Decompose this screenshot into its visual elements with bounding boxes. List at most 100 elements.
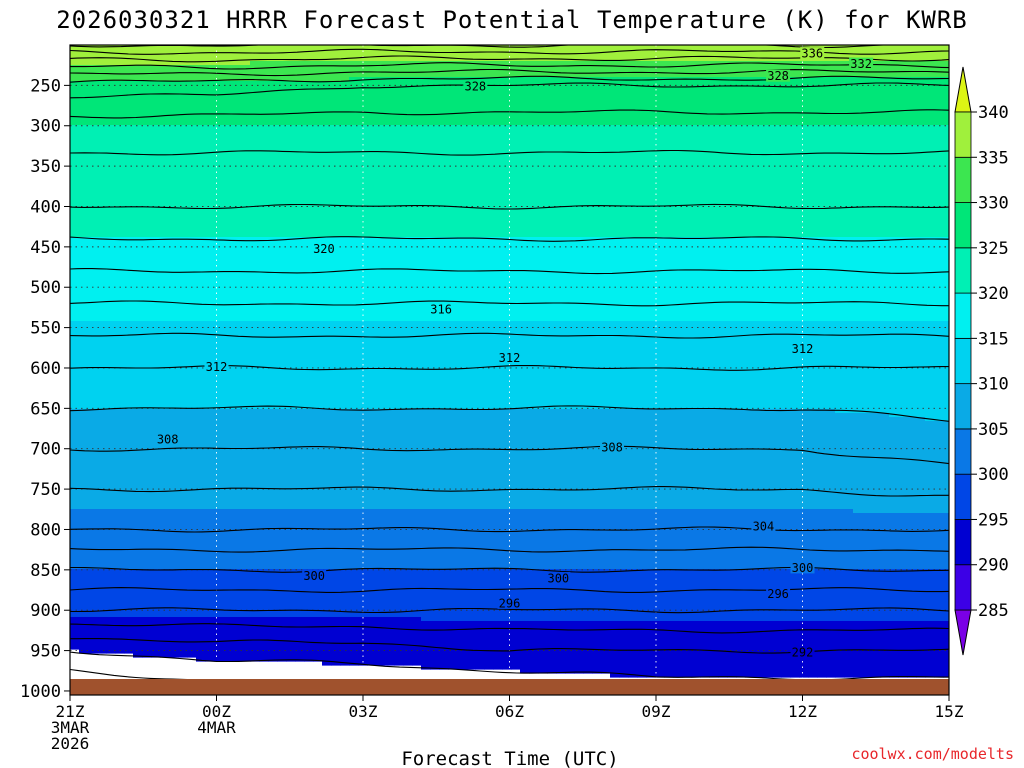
fill-cell [70, 617, 80, 650]
fill-cell [934, 237, 944, 322]
contour-label: 304 [751, 520, 775, 534]
fill-cell [304, 125, 314, 238]
fill-cell [115, 45, 125, 66]
colorbar-label: 285 [978, 601, 1009, 621]
fill-cell [862, 513, 872, 570]
fill-cell [394, 321, 404, 410]
fill-cell [79, 617, 89, 654]
fill-cell [925, 125, 935, 238]
fill-cell [610, 569, 620, 622]
fill-cell [709, 45, 719, 62]
fill-cell [520, 125, 530, 238]
fill-cell [358, 617, 368, 666]
fill-cell [574, 409, 584, 510]
fill-cell [511, 569, 521, 622]
fill-cell [142, 45, 152, 66]
fill-cell [862, 125, 872, 238]
fill-cell [547, 61, 557, 78]
fill-cell [358, 409, 368, 510]
fill-cell [538, 409, 548, 510]
fill-cell [367, 509, 377, 570]
fill-cell [493, 509, 503, 570]
fill-cell [268, 81, 278, 126]
fill-cell [97, 45, 107, 66]
fill-cell [592, 409, 602, 510]
fill-cell [916, 621, 926, 678]
fill-cell [673, 569, 683, 622]
contour-label-text: 320 [313, 242, 335, 256]
fill-cell [772, 409, 782, 510]
fill-cell [268, 409, 278, 510]
fill-cell [304, 509, 314, 570]
fill-cell [817, 569, 827, 622]
x-tick-label: 15Z [935, 702, 964, 721]
fill-cell [232, 81, 242, 126]
fill-cell [718, 77, 728, 126]
fill-cell [844, 509, 854, 570]
fill-cell [718, 321, 728, 410]
fill-cell [700, 409, 710, 510]
fill-cell [214, 237, 224, 322]
fill-cell [574, 125, 584, 238]
fill-cell [349, 125, 359, 238]
ground-surface [70, 679, 949, 695]
fill-cell [502, 77, 512, 126]
fill-cell [151, 617, 161, 658]
fill-cell [385, 237, 395, 322]
fill-cell [799, 409, 809, 510]
fill-cell [745, 569, 755, 622]
x-tick-label: 06Z [495, 702, 524, 721]
fill-cell [241, 81, 251, 126]
fill-cell [313, 125, 323, 238]
fill-cell [709, 61, 719, 78]
fill-cell [835, 509, 845, 570]
fill-cell [817, 237, 827, 322]
fill-cell [223, 237, 233, 322]
fill-cell [187, 409, 197, 510]
fill-cell [394, 409, 404, 510]
fill-cell [187, 617, 197, 658]
colorbar-label: 290 [978, 556, 1009, 576]
fill-cell [601, 125, 611, 238]
fill-cell [367, 237, 377, 322]
fill-cell [250, 61, 260, 82]
fill-cell [223, 125, 233, 238]
fill-cell [421, 569, 431, 622]
fill-cell [241, 237, 251, 322]
fill-cell [565, 77, 575, 126]
fill-cell [619, 509, 629, 570]
fill-cell [781, 409, 791, 510]
fill-cell [151, 45, 161, 66]
fill-cell [844, 569, 854, 622]
fill-cell [619, 409, 629, 510]
fill-cell [502, 409, 512, 510]
fill-cell [889, 513, 899, 570]
fill-cell [799, 125, 809, 238]
fill-cell [853, 513, 863, 570]
fill-cell [907, 237, 917, 322]
fill-cell [520, 237, 530, 322]
fill-cell [565, 509, 575, 570]
fill-cell [232, 125, 242, 238]
fill-cell [340, 409, 350, 510]
fill-cell [880, 61, 890, 78]
fill-cell [259, 509, 269, 570]
fill-cell [277, 125, 287, 238]
fill-cell [457, 237, 467, 322]
fill-cell [349, 509, 359, 570]
fill-cell [898, 569, 908, 622]
fill-cell [385, 409, 395, 510]
fill-cell [97, 321, 107, 410]
fill-cell [583, 321, 593, 410]
fill-cell [115, 409, 125, 510]
fill-cell [700, 77, 710, 126]
fill-cell [835, 569, 845, 622]
fill-cell [601, 409, 611, 510]
fill-cell [682, 61, 692, 78]
fill-cell [142, 617, 152, 658]
fill-cell [583, 409, 593, 510]
fill-cell [664, 409, 674, 510]
fill-cell [754, 569, 764, 622]
fill-cell [925, 321, 935, 422]
fill-cell [124, 125, 134, 238]
